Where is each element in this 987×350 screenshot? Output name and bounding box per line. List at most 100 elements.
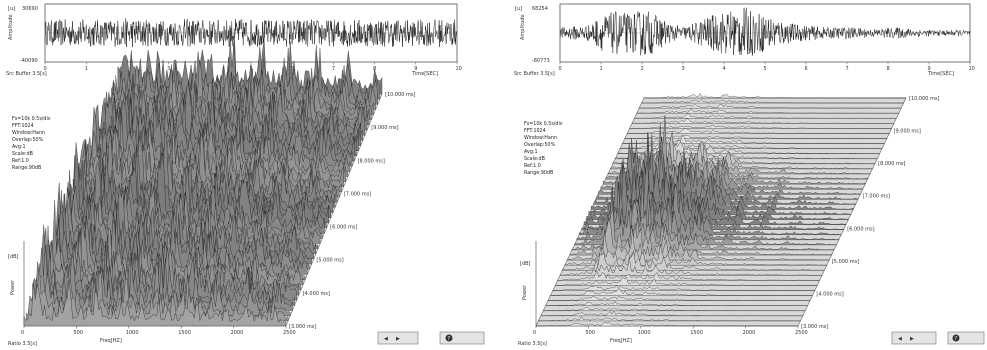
waveform-footer: Src Buffer 3.5[s] [514,71,555,77]
waveform-trace [559,7,971,56]
prev-button[interactable]: ◀ [898,336,902,342]
spectrum-trace [639,103,902,109]
prev-button[interactable]: ◀ [384,336,388,342]
info-line: FFT:1024 [12,123,34,129]
info-line: FFT:1024 [524,128,546,134]
waterfall-y-label: Power [10,279,16,295]
waveform-y-label: Amplitude [520,14,526,40]
next-button[interactable]: ▶ [910,336,914,342]
time-axis-label: [9.000 ms] [894,129,921,135]
help-icon[interactable] [445,334,453,342]
time-axis-label: [7.000 ms] [863,194,890,200]
time-axis-label: [5.000 ms] [316,258,343,264]
x-tick-label: 5 [764,66,767,72]
spectrum-trace [107,60,370,126]
info-line: Range:90dB [524,170,553,176]
info-line: Avg:1 [524,149,538,155]
waterfall-footer: Ratio 3.5[s] [518,341,547,347]
spectrum-trace [634,112,897,119]
x-tick-label: 0 [44,66,47,72]
x-tick-label: 8 [887,66,890,72]
waterfall-info: Fs=10k 0.5s/div FFT:1024 Window:Hann Ove… [12,116,51,171]
waveform-x-unit: Time[SEC] [411,71,438,77]
spectrum-trace [45,200,308,275]
waveform-line [559,7,971,56]
spectrum-trace [643,93,907,99]
time-axis-label: [3.000 ms] [289,324,316,330]
time-axis-label: [10.000 ms] [385,92,416,98]
spectrum-trace [550,288,813,296]
x-tick-label: 10 [456,66,462,72]
waterfall-y-unit: [dB] [520,261,531,267]
spectrum-trace [631,118,895,124]
waveform-footer: Src Buffer 3.5[s] [6,71,47,77]
waveform-y-max: 30690 [22,6,38,12]
x-tick-label: 0 [559,66,562,72]
x-tick-label: 500 [585,330,595,336]
waterfall-y-label: Power [522,284,528,300]
time-axis-label: [4.000 ms] [816,291,843,297]
spectrum-trace [540,310,803,317]
info-line: Ref:1.0 [12,158,29,164]
analysis-panel-right: [u] 68254 -80773 Amplitude 0 1 2 3 4 5 6 7 8 9 10 … [500,0,987,350]
waveform-x-unit: Time[SEC] [927,71,954,77]
x-tick-label: 1000 [126,330,139,336]
spectrum-trace [552,284,815,291]
spectrum-trace [624,134,887,139]
spectrum-trace [627,128,890,134]
x-tick-label: 0 [533,330,536,336]
info-line: Window:Hann [12,130,45,136]
spectrum-trace [538,315,801,322]
info-line: Overlap:50% [12,137,44,143]
time-axis-label: [5.000 ms] [832,259,859,265]
spectrum-trace [92,102,355,162]
info-line: Range:90dB [12,165,41,171]
x-tick-label: 1500 [178,330,191,336]
x-tick-label: 9 [928,66,931,72]
panel-canvas-left: [u] 30690 -40090 Amplitude 012345678910 … [6,3,485,347]
waterfall-plot: [10.000 ms] [9.000 ms] [8.000 ms] [7.000 ms… [533,93,940,336]
info-line: Overlap:50% [524,142,556,148]
x-tick-label: 3 [167,66,170,72]
x-tick-label: 6 [291,66,294,72]
info-line: Scale:dB [524,156,545,162]
info-line: Avg:1 [12,144,26,150]
x-tick-label: 2500 [795,330,808,336]
info-line: Fs=10k 0.5s/div [12,116,51,122]
x-tick-label: 7 [332,66,335,72]
time-axis-label: [6.000 ms] [847,226,874,232]
x-tick-label: 7 [846,66,849,72]
playback-controls: ◀ ▶ ? [377,331,485,345]
x-tick-label: 2500 [283,330,296,336]
time-axis-label: [8.000 ms] [358,158,385,164]
analysis-panel-left: [u] 30690 -40090 Amplitude 012345678910 … [0,0,487,350]
x-tick-label: 2 [641,66,644,72]
waveform-y-unit: [u] [515,6,522,12]
waveform-trace [44,18,458,48]
help-label: ? [955,336,958,342]
spectrum-trace [559,257,823,276]
spectrum-trace [23,280,287,327]
x-tick-label: 4 [723,66,726,72]
waterfall-y-unit: [dB] [8,254,19,260]
time-axis-label: [6.000 ms] [330,225,357,231]
time-axis-label: [8.000 ms] [878,161,905,167]
help-icon[interactable] [952,334,960,342]
waterfall-plot: [10.000 ms] [9.000 ms] [8.000 ms] [7.000 ms… [21,28,416,336]
waveform-line [44,18,458,48]
time-axis-label: [10.000 ms] [909,96,940,102]
time-axis-label: [3.000 ms] [801,324,828,330]
time-axis-label: [9.000 ms] [371,125,398,131]
waveform-y-max: 68254 [532,6,548,12]
spectrum-trace [30,244,293,311]
time-axis-label: [4.000 ms] [303,291,330,297]
x-tick-label: 1 [85,66,88,72]
spectrum-trace [641,99,904,104]
spectrum-trace [535,322,799,327]
x-tick-label: 1 [600,66,603,72]
info-line: Scale:dB [12,151,33,157]
waveform-y-min: -80773 [532,58,550,64]
waveform-y-min: -40090 [20,58,38,64]
spectrum-trace [547,295,811,301]
next-button[interactable]: ▶ [396,336,400,342]
